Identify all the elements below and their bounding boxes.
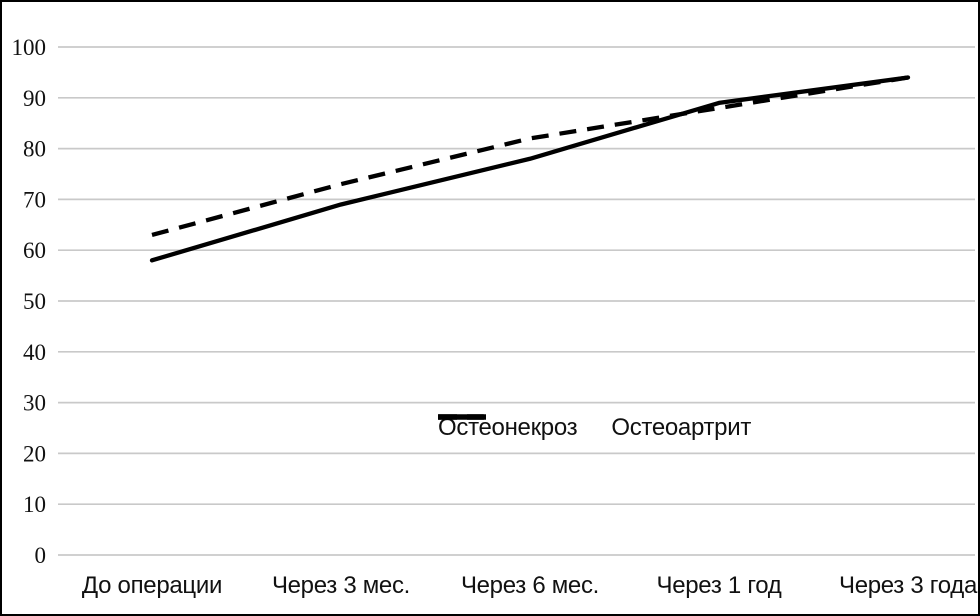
legend-item-osteoarthritis: Остеоартрит: [438, 414, 752, 442]
x-axis-tick-label: Через 3 мес.: [272, 572, 410, 599]
legend: Остеонекроз Остеоартрит: [438, 414, 751, 442]
x-axis-tick-label: Через 3 года: [839, 572, 978, 599]
x-axis-tick-label: До операции: [82, 572, 222, 599]
legend-label-osteoarthritis: Остеоартрит: [611, 414, 752, 441]
y-axis-tick-label: 0: [35, 543, 47, 568]
y-axis-tick-label: 90: [23, 86, 46, 111]
x-axis-tick-label: Через 1 год: [657, 572, 782, 599]
series-line-osteonecrosis: [151, 75, 909, 238]
y-axis-tick-label: 40: [23, 340, 46, 365]
y-axis-tick-label: 20: [23, 441, 46, 466]
x-axis-tick-label: Через 6 мес.: [461, 572, 599, 599]
y-axis-tick-label: 80: [23, 137, 46, 162]
y-axis-tick-label: 60: [23, 238, 46, 263]
y-axis-tick-label: 10: [23, 492, 46, 517]
series-line-osteoarthritis: [149, 75, 911, 263]
y-axis-tick-label: 100: [12, 35, 47, 60]
solid-line-sample: [438, 414, 484, 420]
y-axis-tick-label: 70: [23, 187, 46, 212]
y-axis-tick-label: 50: [23, 289, 46, 314]
y-axis-tick-label: 30: [23, 391, 46, 416]
